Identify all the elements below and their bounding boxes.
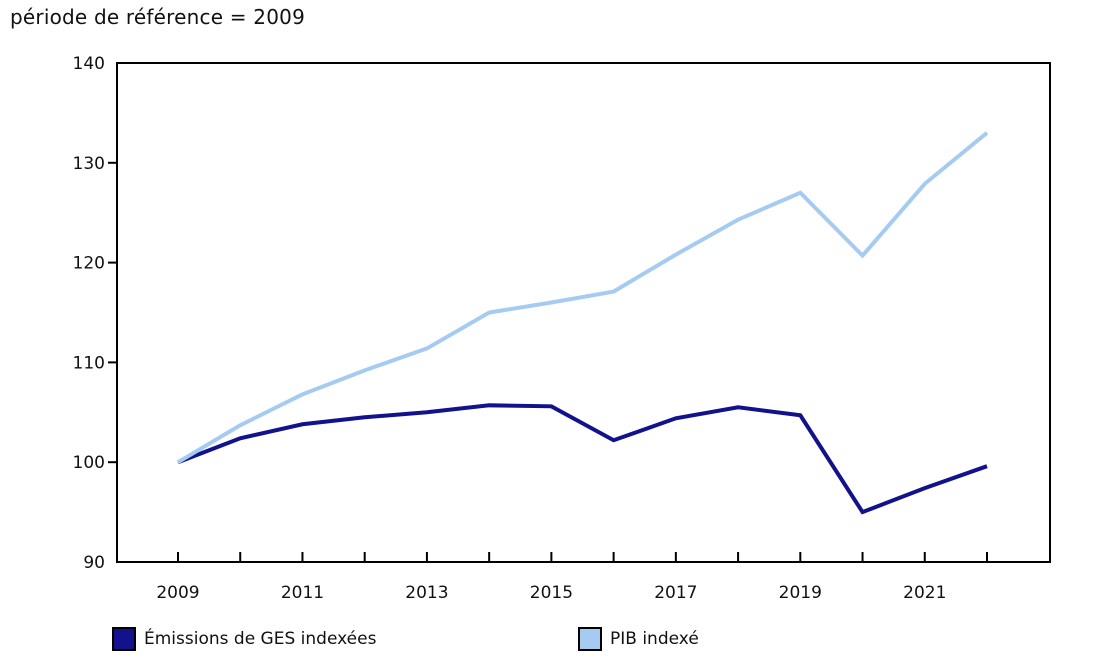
pib-series-line: [176, 131, 989, 464]
y-tick-label: 130: [73, 154, 105, 174]
legend-item-ges: Émissions de GES indexées: [112, 626, 376, 652]
x-tick-label: 2017: [654, 583, 697, 603]
x-tick-label: 2015: [530, 583, 573, 603]
legend-label-pib: PIB indexé: [610, 629, 699, 649]
y-tick-label: 140: [73, 54, 105, 74]
y-tick-label: 110: [73, 353, 105, 373]
y-tick-label: 100: [73, 453, 105, 473]
x-tick-label: 2009: [156, 583, 199, 603]
chart-title: période de référence = 2009: [10, 5, 305, 29]
x-tick-label: 2019: [779, 583, 822, 603]
legend-swatch-ges-icon: [112, 627, 136, 651]
legend-label-ges: Émissions de GES indexées: [144, 629, 377, 649]
plot-border: [116, 62, 1051, 563]
x-tick-label: 2011: [281, 583, 324, 603]
legend-item-pib: PIB indexé: [578, 626, 699, 652]
x-tick-label: 2021: [903, 583, 946, 603]
legend-swatch-pib-icon: [578, 627, 602, 651]
x-tick-label: 2013: [405, 583, 448, 603]
y-tick-label: 120: [73, 254, 105, 274]
y-tick-label: 90: [83, 553, 105, 573]
ges-series-line: [177, 403, 988, 515]
